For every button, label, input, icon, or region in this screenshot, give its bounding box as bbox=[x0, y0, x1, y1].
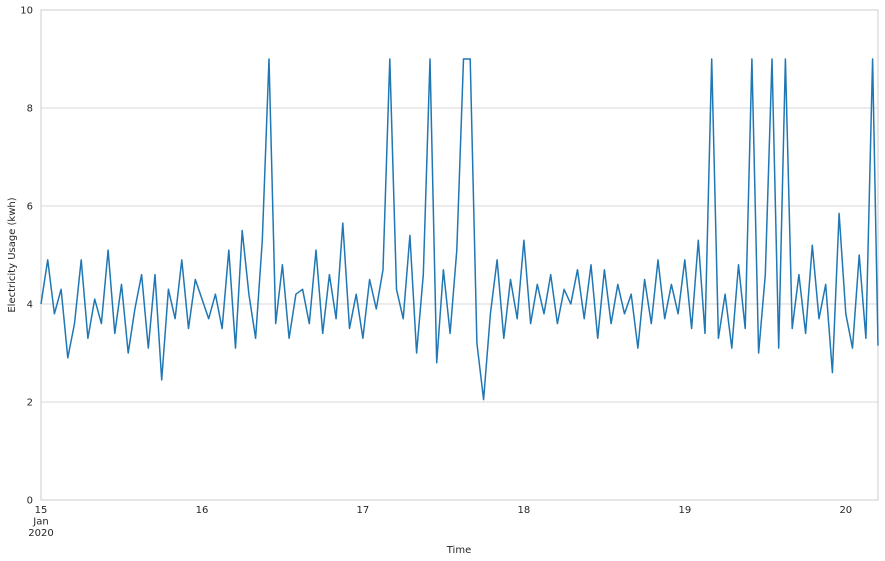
y-axis-label: Electricity Usage (kwh) bbox=[7, 197, 18, 312]
x-tick-label: Jan bbox=[32, 517, 48, 528]
plot-frame bbox=[40, 9, 879, 501]
x-tick-label: 16 bbox=[196, 505, 209, 516]
y-tick-label: 8 bbox=[27, 104, 33, 115]
y-tick-label: 6 bbox=[27, 202, 33, 213]
x-axis-label: Time bbox=[446, 545, 471, 556]
y-axis: 0 2 4 6 8 10 bbox=[20, 6, 33, 507]
x-tick-label: 19 bbox=[678, 505, 691, 516]
x-tick-label: 15 bbox=[35, 505, 48, 516]
y-tick-label: 10 bbox=[20, 6, 33, 17]
x-tick-label: 18 bbox=[518, 505, 531, 516]
y-tick-label: 2 bbox=[27, 398, 33, 409]
x-tick-label: 17 bbox=[357, 505, 370, 516]
series-line bbox=[40, 58, 879, 401]
y-tick-label: 0 bbox=[27, 496, 33, 507]
x-tick-label: 2020 bbox=[28, 528, 53, 539]
gridlines bbox=[41, 107, 878, 403]
y-tick-label: 4 bbox=[27, 300, 33, 311]
x-tick-label: 20 bbox=[839, 505, 852, 516]
